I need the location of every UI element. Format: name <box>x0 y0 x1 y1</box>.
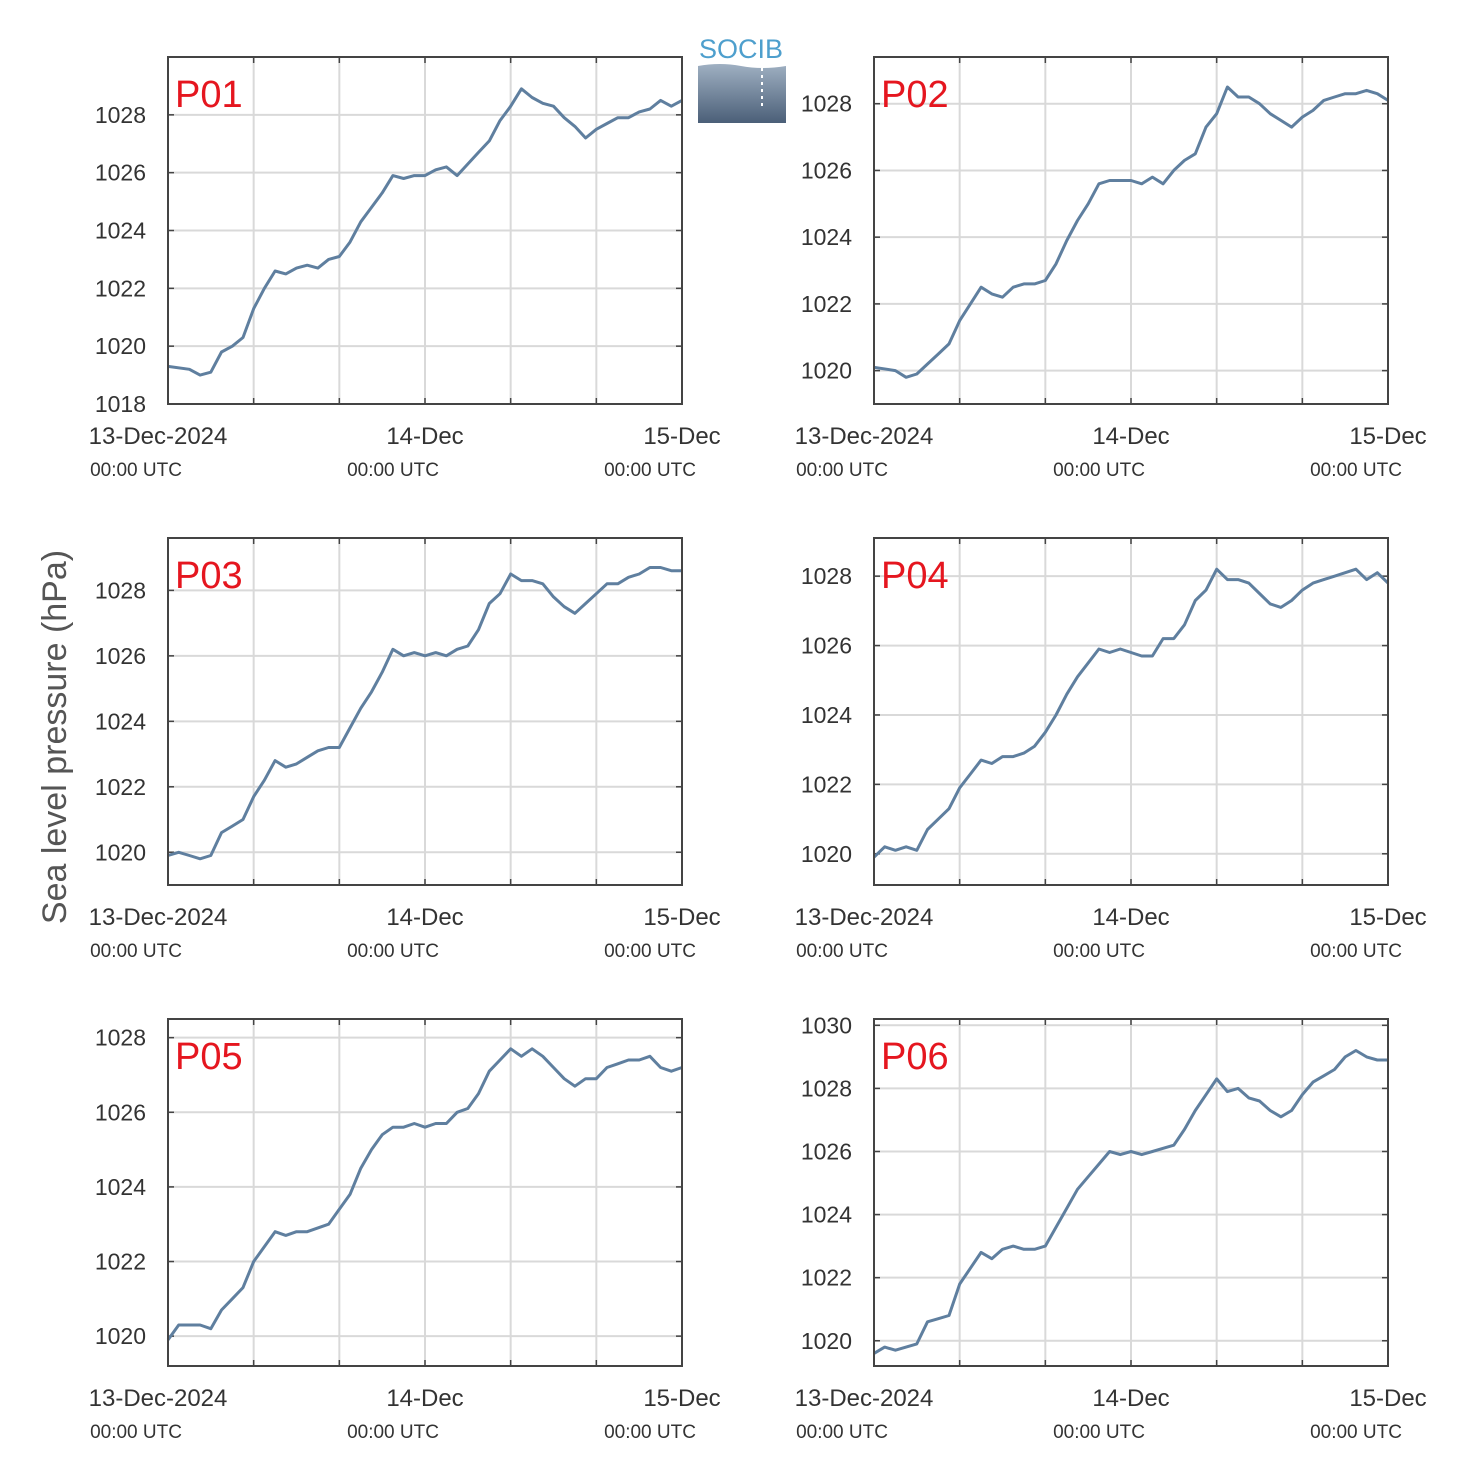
axes-frame <box>873 537 1389 886</box>
x-tick-sublabel: 00:00 UTC <box>796 941 888 962</box>
panel-p06: 1020 1022 1024 1026 1028 1030 13-Dec-2024 00:00… <box>795 1012 1427 1443</box>
x-tick-sublabel: 00:00 UTC <box>1053 460 1145 481</box>
x-tick-label: 14-Dec <box>1092 1385 1169 1412</box>
x-tick-sublabel: 00:00 UTC <box>1053 1422 1145 1443</box>
x-tick-label: 13-Dec-2024 <box>795 904 934 931</box>
y-tick-label: 1020 <box>801 1328 852 1354</box>
y-tick-label: 1018 <box>95 391 146 417</box>
y-tick-label: 1028 <box>95 577 146 603</box>
y-tick-label: 1022 <box>95 774 146 800</box>
y-tick-label: 1024 <box>801 702 852 728</box>
pressure-series-line <box>873 85 1389 379</box>
pressure-series-line <box>167 566 682 861</box>
panel-p03: 1020 1022 1024 1026 1028 13-Dec-2024 00:00 UTC… <box>89 537 721 962</box>
y-tick-label: 1026 <box>95 1099 146 1125</box>
panel-title: P06 <box>881 1036 949 1078</box>
x-tick-sublabel: 00:00 UTC <box>796 1422 888 1443</box>
x-tick-label: 15-Dec <box>643 423 720 450</box>
y-tick-label: 1024 <box>801 1202 852 1228</box>
socib-logo: SOCIB <box>698 34 786 123</box>
panel-title: P05 <box>175 1036 243 1078</box>
panel-p01: 1018 1020 1022 1024 1026 1028 13-Dec-2024 00:00… <box>89 56 721 481</box>
axes-frame <box>167 537 683 886</box>
y-tick-label: 1028 <box>95 1025 146 1051</box>
panel-p04: 1020 1022 1024 1026 1028 13-Dec-2024 00:00 UTC… <box>795 537 1427 962</box>
y-tick-label: 1022 <box>801 1265 852 1291</box>
y-tick-label: 1026 <box>95 643 146 669</box>
panel-title: P02 <box>881 74 949 116</box>
y-tick-label: 1026 <box>801 1138 852 1164</box>
panel-title: P01 <box>175 74 243 116</box>
pressure-series-line <box>872 567 1390 859</box>
panel-p02: 1020 1022 1024 1026 1028 13-Dec-2024 00:00 UTC… <box>795 56 1427 481</box>
x-tick-sublabel: 00:00 UTC <box>347 1422 439 1443</box>
x-tick-sublabel: 00:00 UTC <box>90 1422 182 1443</box>
y-tick-label: 1024 <box>801 224 852 250</box>
axes-frame <box>873 1018 1389 1367</box>
x-tick-label: 15-Dec <box>1349 423 1426 450</box>
x-tick-sublabel: 00:00 UTC <box>1310 1422 1402 1443</box>
x-tick-sublabel: 00:00 UTC <box>1310 460 1402 481</box>
y-tick-label: 1024 <box>95 218 146 244</box>
y-tick-label: 1022 <box>801 771 852 797</box>
y-tick-label: 1022 <box>801 291 852 317</box>
panel-title: P04 <box>881 555 949 597</box>
x-tick-sublabel: 00:00 UTC <box>796 460 888 481</box>
x-tick-sublabel: 00:00 UTC <box>90 941 182 962</box>
y-tick-label: 1030 <box>801 1012 852 1038</box>
axes-frame <box>167 1018 683 1367</box>
logo-text: SOCIB <box>699 34 783 64</box>
y-tick-label: 1020 <box>801 841 852 867</box>
x-tick-label: 13-Dec-2024 <box>795 1385 934 1412</box>
axes-frame <box>167 56 683 405</box>
y-tick-label: 1026 <box>801 157 852 183</box>
y-tick-label: 1028 <box>95 102 146 128</box>
x-tick-sublabel: 00:00 UTC <box>1310 941 1402 962</box>
x-tick-sublabel: 00:00 UTC <box>1053 941 1145 962</box>
x-tick-label: 13-Dec-2024 <box>795 423 934 450</box>
x-tick-label: 14-Dec <box>1092 904 1169 931</box>
y-tick-label: 1028 <box>801 563 852 589</box>
pressure-series-line <box>873 1049 1388 1355</box>
y-tick-label: 1024 <box>95 1174 146 1200</box>
x-tick-sublabel: 00:00 UTC <box>604 460 696 481</box>
y-tick-label: 1022 <box>95 275 146 301</box>
y-tick-label: 1028 <box>801 1075 852 1101</box>
x-tick-label: 15-Dec <box>643 1385 720 1412</box>
y-axis-label: Sea level pressure (hPa) <box>36 550 74 924</box>
y-tick-label: 1020 <box>801 358 852 384</box>
x-tick-label: 15-Dec <box>1349 1385 1426 1412</box>
x-tick-label: 13-Dec-2024 <box>89 904 228 931</box>
x-tick-label: 14-Dec <box>386 904 463 931</box>
x-tick-label: 15-Dec <box>1349 904 1426 931</box>
x-tick-label: 15-Dec <box>643 904 720 931</box>
logo-wave-shape <box>698 64 786 123</box>
y-tick-label: 1022 <box>95 1249 146 1275</box>
axes-frame <box>873 56 1389 405</box>
y-tick-label: 1028 <box>801 91 852 117</box>
panel-title: P03 <box>175 555 243 597</box>
x-tick-label: 13-Dec-2024 <box>89 423 228 450</box>
pressure-series-line <box>167 87 683 377</box>
x-tick-sublabel: 00:00 UTC <box>604 941 696 962</box>
y-tick-label: 1020 <box>95 839 146 865</box>
y-tick-label: 1020 <box>95 1323 146 1349</box>
panel-p05: 1020 1022 1024 1026 1028 13-Dec-2024 00:00 UTC… <box>89 1018 721 1443</box>
x-tick-sublabel: 00:00 UTC <box>347 460 439 481</box>
y-tick-label: 1024 <box>95 708 146 734</box>
x-tick-label: 13-Dec-2024 <box>89 1385 228 1412</box>
x-tick-label: 14-Dec <box>386 423 463 450</box>
x-tick-label: 14-Dec <box>386 1385 463 1412</box>
x-tick-label: 14-Dec <box>1092 423 1169 450</box>
x-tick-sublabel: 00:00 UTC <box>347 941 439 962</box>
pressure-series-line <box>166 1047 683 1341</box>
x-tick-sublabel: 00:00 UTC <box>90 460 182 481</box>
y-tick-label: 1026 <box>801 633 852 659</box>
y-tick-label: 1026 <box>95 160 146 186</box>
y-tick-label: 1020 <box>95 333 146 359</box>
x-tick-sublabel: 00:00 UTC <box>604 1422 696 1443</box>
